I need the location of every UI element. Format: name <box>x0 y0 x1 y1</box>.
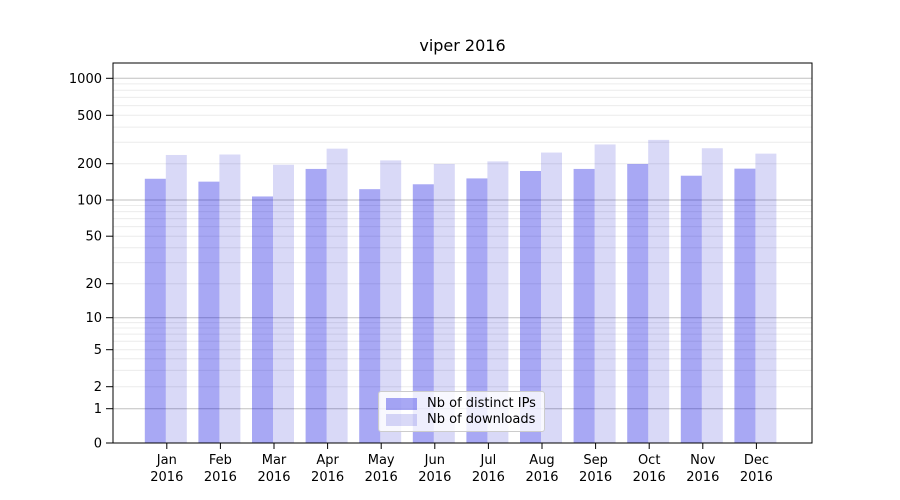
x-axis-tick-label-year: 2016 <box>204 470 237 485</box>
x-axis-tick-label-month: Jun <box>424 453 445 468</box>
legend: Nb of distinct IPs Nb of downloads <box>378 391 545 432</box>
bar-distinct-ips <box>680 175 702 443</box>
bar-distinct-ips <box>252 196 273 443</box>
legend-swatch-downloads <box>386 413 417 426</box>
bar-downloads <box>219 154 241 444</box>
x-axis-tick-label-year: 2016 <box>257 470 290 485</box>
y-axis-tick-label: 100 <box>77 194 102 209</box>
x-axis-tick-label-year: 2016 <box>579 470 612 485</box>
x-axis-tick-label-year: 2016 <box>472 470 505 485</box>
x-axis-tick-label-month: Sep <box>583 453 608 468</box>
x-axis-tick-label-year: 2016 <box>633 470 666 485</box>
bar-downloads <box>273 164 294 444</box>
bar-downloads <box>487 161 509 444</box>
y-axis-tick-label: 200 <box>77 157 102 172</box>
x-axis-tick-label-year: 2016 <box>686 470 719 485</box>
bar-downloads <box>594 144 616 443</box>
x-axis-tick-label-month: Jan <box>156 453 177 468</box>
bar-distinct-ips <box>466 178 488 443</box>
bar-distinct-ips <box>734 168 756 443</box>
legend-item-distinct-ips: Nb of distinct IPs <box>386 396 536 411</box>
bar-distinct-ips <box>359 189 381 443</box>
bar-downloads <box>380 160 402 443</box>
legend-label-downloads: Nb of downloads <box>427 412 536 427</box>
bar-distinct-ips <box>627 163 649 443</box>
bar-downloads <box>165 154 187 443</box>
bar-distinct-ips <box>412 184 434 443</box>
bar-distinct-ips <box>144 178 166 443</box>
y-axis-tick-label: 20 <box>85 277 102 292</box>
y-axis-tick-label: 1 <box>94 402 102 417</box>
x-axis-tick-label-month: Oct <box>638 453 660 468</box>
x-axis-tick-label-year: 2016 <box>525 470 558 485</box>
legend-label-distinct-ips: Nb of distinct IPs <box>427 396 536 411</box>
y-axis-tick-label: 50 <box>85 230 102 245</box>
bar-downloads <box>541 152 562 443</box>
x-axis-tick-label-year: 2016 <box>418 470 451 485</box>
bar-downloads <box>701 148 723 443</box>
x-axis-tick-label-month: Dec <box>744 453 769 468</box>
bar-distinct-ips <box>198 181 220 443</box>
bar-downloads <box>433 163 455 443</box>
y-axis-tick-label: 1000 <box>69 72 102 87</box>
y-axis-tick-label: 500 <box>77 109 102 124</box>
x-axis-tick-label-month: Apr <box>316 453 339 468</box>
y-axis-tick-label: 2 <box>94 380 102 395</box>
bar-distinct-ips <box>305 168 327 444</box>
bar-downloads <box>755 153 777 444</box>
y-axis-tick-label: 5 <box>94 343 102 358</box>
x-axis-tick-label-month: Mar <box>262 453 287 468</box>
bar-distinct-ips <box>573 168 595 444</box>
bar-downloads <box>326 148 348 444</box>
x-axis-tick-label-month: Jul <box>480 453 497 468</box>
x-axis-tick-label-month: Aug <box>529 453 554 468</box>
x-axis-tick-label-year: 2016 <box>740 470 773 485</box>
x-axis-tick-label-month: Nov <box>690 453 716 468</box>
y-axis-tick-label: 10 <box>85 311 102 326</box>
x-axis-tick-label-year: 2016 <box>365 470 398 485</box>
legend-item-downloads: Nb of downloads <box>386 412 536 427</box>
bar-downloads <box>648 139 670 444</box>
legend-swatch-distinct-ips <box>386 397 417 410</box>
plot-border <box>112 62 813 444</box>
x-axis-tick-label-year: 2016 <box>311 470 344 485</box>
x-axis-tick-label-year: 2016 <box>150 470 183 485</box>
y-axis-tick-label: 0 <box>94 437 102 452</box>
x-axis-tick-label-month: May <box>368 453 395 468</box>
bar-distinct-ips <box>520 170 541 443</box>
x-axis-tick-label-month: Feb <box>209 453 232 468</box>
chart-title: viper 2016 <box>419 36 506 55</box>
